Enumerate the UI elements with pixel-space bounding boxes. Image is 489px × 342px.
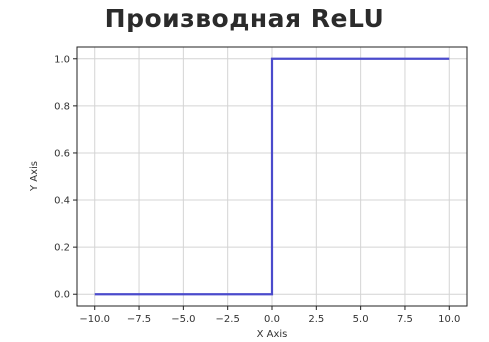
x-tick-label: −7.5 — [127, 314, 151, 325]
x-tick-label: 5.0 — [353, 314, 369, 325]
x-tick-label: −10.0 — [79, 314, 110, 325]
x-tick-label: 2.5 — [308, 314, 324, 325]
y-tick-label: 0.4 — [54, 196, 70, 207]
x-tick-label: −5.0 — [171, 314, 195, 325]
series-group — [94, 57, 450, 296]
y-tick-labels: 0.0 0.2 0.4 0.6 0.8 1.0 — [54, 54, 70, 300]
y-tick-label: 0.0 — [54, 290, 70, 301]
x-axis-label: X Axis — [257, 329, 288, 340]
x-tick-label: −2.5 — [216, 314, 240, 325]
y-tick-label: 0.2 — [54, 243, 70, 254]
x-tick-label: 10.0 — [438, 314, 460, 325]
x-tick-labels: −10.0 −7.5 −5.0 −2.5 0.0 2.5 5.0 7.5 10.0 — [79, 314, 460, 325]
y-axis-label: Y Axis — [29, 161, 40, 192]
y-tick-label: 1.0 — [54, 54, 70, 65]
y-tick-label: 0.6 — [54, 148, 70, 159]
chart-title: Производная ReLU — [104, 4, 385, 33]
ticks — [73, 58, 450, 310]
x-tick-label: 0.0 — [264, 314, 280, 325]
y-tick-label: 0.8 — [54, 101, 70, 112]
x-tick-label: 7.5 — [397, 314, 413, 325]
series-line — [94, 57, 450, 296]
